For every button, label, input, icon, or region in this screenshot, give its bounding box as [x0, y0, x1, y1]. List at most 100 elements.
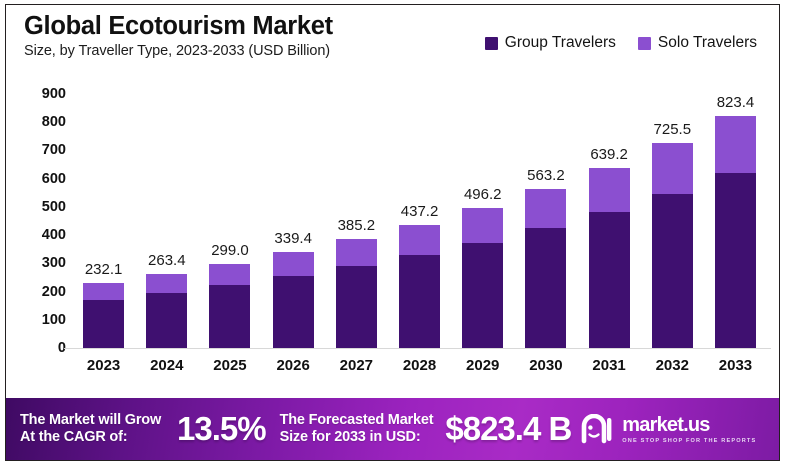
y-axis-tick: 300 [41, 255, 66, 272]
bar-total-label: 823.4 [716, 93, 755, 111]
bar-group[interactable]: 437.2 [388, 94, 451, 348]
x-axis-tick: 2031 [592, 357, 626, 374]
bar-group[interactable]: 385.2 [325, 94, 388, 348]
chart-frame: Global Ecotourism Market Size, by Travel… [5, 4, 780, 461]
page-subtitle: Size, by Traveller Type, 2023-2033 (USD … [24, 42, 331, 59]
bar-segment-solo-travelers[interactable] [146, 273, 188, 293]
bar-segment-solo-travelers[interactable] [651, 143, 693, 194]
bar-segment-solo-travelers[interactable] [525, 189, 567, 229]
y-axis-tick: 200 [41, 283, 66, 300]
bar-segment-group-travelers[interactable] [525, 228, 567, 348]
y-axis-tick: 600 [41, 170, 66, 187]
bar-segment-group-travelers[interactable] [651, 193, 693, 348]
x-axis-tick: 2030 [529, 357, 563, 374]
bar-group[interactable]: 639.2 [578, 94, 641, 348]
bar-segment-group-travelers[interactable] [146, 292, 188, 348]
bar-group[interactable]: 232.1 [72, 94, 135, 348]
bar-stack[interactable]: 339.4 [272, 230, 314, 348]
y-axis-tick: 500 [41, 198, 66, 215]
bar-group[interactable]: 563.2 [514, 94, 577, 348]
bar-segment-solo-travelers[interactable] [83, 282, 125, 300]
bar-group[interactable]: 725.5 [641, 94, 704, 348]
bar-segment-solo-travelers[interactable] [714, 115, 756, 174]
bar-group[interactable]: 823.4 [704, 94, 767, 348]
bar-total-label: 496.2 [463, 185, 502, 203]
cagr-label-line1: The Market will Grow [20, 411, 162, 428]
logo-name: market.us [622, 413, 710, 436]
bar-segment-group-travelers[interactable] [209, 284, 251, 348]
bar-total-label: 725.5 [653, 121, 692, 139]
legend-item-group-travelers[interactable]: Group Travelers [484, 34, 616, 52]
legend-item-solo-travelers[interactable]: Solo Travelers [637, 34, 757, 52]
logo-text: market.us ONE STOP SHOP FOR THE REPORTS [622, 415, 756, 444]
bar-total-label: 437.2 [400, 202, 439, 220]
bar-total-label: 385.2 [337, 217, 376, 235]
x-axis-tick: 2027 [339, 357, 374, 374]
chart-legend: Group Travelers Solo Travelers [484, 34, 757, 52]
cagr-label-line2: At the CAGR of: [20, 429, 128, 445]
bar-segment-group-travelers[interactable] [462, 242, 504, 348]
x-axis-tick: 2024 [150, 357, 184, 374]
bar-total-label: 563.2 [527, 167, 565, 185]
forecast-label-line2: Size for 2033 in USD: [279, 429, 421, 445]
bar-total-label: 263.4 [148, 251, 186, 269]
plot-area: 900 800 700 600 500 400 300 200 100 0 232.1 263.4 2… [6, 67, 779, 412]
y-axis-tick: 400 [41, 227, 66, 244]
bar-segment-solo-travelers[interactable] [272, 252, 314, 277]
bar-segment-solo-travelers[interactable] [588, 167, 630, 213]
logo-tagline: ONE STOP SHOP FOR THE REPORTS [622, 437, 757, 444]
x-axis-tick: 2032 [655, 357, 689, 374]
y-axis-tick: 700 [41, 142, 66, 159]
bar-stack[interactable]: 639.2 [588, 146, 630, 348]
y-axis-tick: 900 [41, 86, 66, 102]
bar-stack[interactable]: 299.0 [209, 242, 251, 348]
bar-total-label: 639.2 [590, 145, 628, 163]
axis-baseline [64, 348, 771, 349]
bar-group[interactable]: 496.2 [451, 94, 514, 348]
bar-stack[interactable]: 823.4 [714, 94, 756, 348]
x-axis-tick: 2033 [718, 357, 753, 374]
x-axis-tick: 2029 [466, 357, 500, 374]
market-us-logo[interactable]: market.us ONE STOP SHOP FOR THE REPORTS [581, 414, 756, 444]
legend-swatch-icon [484, 36, 498, 50]
forecast-label-line1: The Forecasted Market [279, 411, 434, 428]
page-title: Global Ecotourism Market [24, 12, 333, 40]
bar-stack[interactable]: 437.2 [399, 203, 441, 348]
legend-swatch-icon [637, 36, 651, 50]
forecast-value: $823.4 B [445, 410, 572, 447]
x-axis: 2023 2024 2025 2026 2027 2028 2029 2030 2031 2032… [72, 357, 767, 374]
x-axis-tick: 2023 [86, 357, 121, 374]
bar-segment-solo-travelers[interactable] [399, 224, 441, 256]
y-axis-tick: 800 [41, 114, 66, 131]
bar-group[interactable]: 339.4 [262, 94, 325, 348]
footer-banner: The Market will Grow At the CAGR of: 13.… [6, 398, 779, 460]
x-axis-tick: 2025 [213, 357, 247, 374]
bar-stack[interactable]: 725.5 [651, 121, 693, 348]
bar-segment-solo-travelers[interactable] [209, 263, 251, 285]
bar-group[interactable]: 299.0 [198, 94, 261, 348]
bar-stack[interactable]: 496.2 [462, 186, 504, 348]
bar-stack[interactable]: 563.2 [525, 167, 567, 348]
bar-segment-group-travelers[interactable] [83, 299, 125, 348]
bar-stack[interactable]: 232.1 [83, 261, 125, 348]
bar-segment-group-travelers[interactable] [272, 276, 314, 348]
bar-segment-group-travelers[interactable] [588, 212, 630, 348]
y-axis-tick: 0 [57, 340, 66, 356]
x-axis-tick: 2026 [276, 357, 310, 374]
chart-header: Global Ecotourism Market Size, by Travel… [6, 5, 779, 67]
bar-segment-group-travelers[interactable] [399, 255, 441, 348]
bar-group[interactable]: 263.4 [135, 94, 198, 348]
bar-stack[interactable]: 385.2 [335, 217, 377, 348]
bar-segment-group-travelers[interactable] [335, 266, 377, 348]
bar-segment-solo-travelers[interactable] [335, 239, 377, 267]
bar-total-label: 232.1 [84, 260, 123, 278]
y-axis-tick: 100 [41, 311, 66, 328]
y-axis: 900 800 700 600 500 400 300 200 100 0 [20, 86, 66, 356]
bar-segment-group-travelers[interactable] [714, 173, 756, 348]
bar-stack[interactable]: 263.4 [146, 252, 188, 348]
bar-total-label: 339.4 [274, 230, 312, 248]
bar-segment-solo-travelers[interactable] [462, 207, 504, 243]
logo-mark-icon [581, 414, 612, 444]
legend-label: Solo Travelers [657, 34, 757, 51]
